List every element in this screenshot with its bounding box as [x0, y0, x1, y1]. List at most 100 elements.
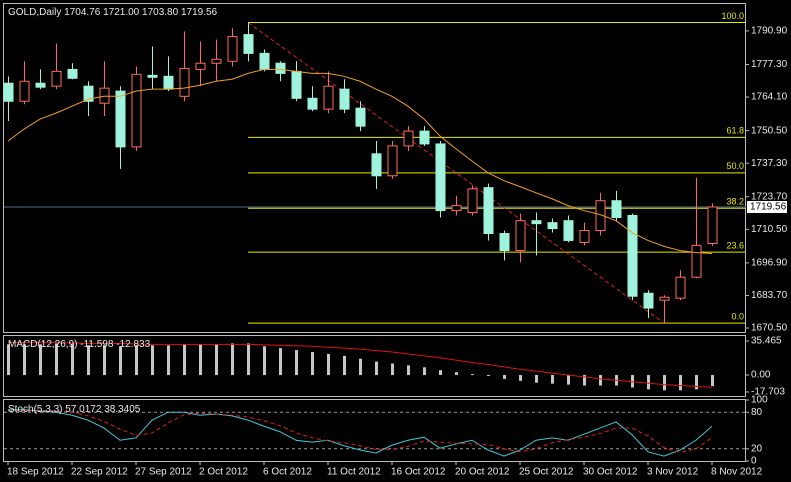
candle-body	[499, 233, 510, 252]
macd-main-value: -11.598	[80, 339, 114, 350]
y-tick-label: 1723.70	[751, 191, 788, 202]
header-open: 1704.76	[64, 7, 101, 18]
candle-body	[275, 62, 286, 74]
candle-body	[67, 68, 78, 79]
macd-bar	[519, 375, 522, 381]
fib-level-label: 50.0	[726, 161, 744, 171]
macd-panel-frame	[3, 335, 746, 397]
header-high: 1721.00	[103, 7, 140, 18]
macd-bar	[551, 375, 554, 384]
fib-level-label: 38.2	[726, 197, 744, 207]
candle-body	[307, 97, 318, 110]
candle-body	[339, 88, 350, 110]
macd-bar	[183, 344, 186, 376]
candle-body	[547, 222, 558, 230]
x-tick-label: 3 Nov 2012	[647, 467, 699, 478]
macd-header: MACD(12,26,9) -11.598 -12.833	[8, 339, 151, 350]
y-tick-label: 80	[751, 407, 763, 418]
macd-signal-value: -12.833	[116, 339, 150, 350]
y-tick-label: 1696.90	[751, 258, 788, 269]
fib-level-label: 61.8	[726, 126, 744, 136]
macd-bar	[567, 375, 570, 385]
x-tick-label: 18 Sep 2012	[7, 467, 64, 478]
x-tick-label: 6 Oct 2012	[263, 467, 312, 478]
candle-body	[19, 80, 30, 102]
macd-bar	[439, 370, 442, 376]
y-tick-label: 1710.50	[751, 224, 788, 235]
candle-body	[323, 85, 334, 110]
macd-bar	[327, 353, 330, 376]
macd-signal-line	[8, 341, 713, 388]
candle-body	[99, 87, 110, 104]
candle-body	[563, 220, 574, 241]
candle-body	[179, 67, 190, 97]
macd-bar	[359, 358, 362, 376]
candle-body	[115, 90, 126, 148]
macd-bar	[423, 367, 426, 376]
y-tick-label: 1777.30	[751, 59, 788, 70]
x-tick-label: 27 Sep 2012	[135, 467, 192, 478]
macd-bar	[311, 352, 314, 376]
candle-body	[195, 62, 206, 70]
x-tick-label: 16 Oct 2012	[391, 467, 446, 478]
fib-level-label: 0.0	[731, 311, 744, 321]
macd-bar	[503, 375, 506, 379]
candle-body	[595, 200, 606, 232]
fib-level-label: 23.6	[726, 241, 744, 251]
candle-body	[627, 215, 638, 297]
candle-body	[211, 58, 222, 64]
x-tick-label: 30 Oct 2012	[583, 467, 638, 478]
y-tick-label: 1790.90	[751, 26, 788, 37]
candle-body	[659, 296, 670, 301]
candle-body	[387, 145, 398, 177]
macd-bar	[455, 372, 458, 376]
macd-bar	[23, 344, 26, 376]
candle-body	[691, 244, 702, 278]
candle-body	[83, 85, 94, 102]
macd-bar	[391, 363, 394, 376]
fib-trend-line	[247, 22, 665, 324]
y-tick-label: 0.00	[751, 370, 771, 381]
moving-average	[7, 68, 713, 255]
macd-bar	[247, 343, 250, 376]
x-tick-label: 20 Oct 2012	[455, 467, 510, 478]
price-header: GOLD,Daily 1704.76 1721.00 1703.80 1719.…	[8, 7, 218, 18]
candle-body	[611, 200, 622, 218]
candle-body	[35, 82, 46, 88]
candle-body	[643, 292, 654, 309]
macd-bar	[215, 344, 218, 376]
macd-bar	[135, 345, 138, 376]
x-tick-label: 11 Oct 2012	[327, 467, 381, 478]
candle-body	[291, 70, 302, 99]
y-tick-label: 1764.10	[751, 92, 788, 103]
x-tick-label: 8 Nov 2012	[711, 467, 763, 478]
price-panel-frame	[3, 3, 746, 333]
candle-body	[371, 153, 382, 177]
stoch-header: Stoch(5,3,3) 57.0172 38.3405	[8, 404, 141, 415]
y-tick-label: -17.703	[751, 387, 785, 398]
candle-body	[243, 34, 254, 54]
fib-level-label: 100.0	[721, 11, 744, 21]
macd-bar	[71, 344, 74, 376]
candle-body	[51, 70, 62, 87]
stoch-signal-line	[7, 409, 713, 453]
macd-title: MACD(12,26,9)	[8, 339, 77, 350]
macd-bar	[599, 375, 602, 386]
candle-body	[3, 82, 14, 102]
header-close: 1719.56	[181, 7, 218, 18]
macd-bar	[231, 343, 234, 376]
macd-bar	[151, 345, 154, 376]
stoch-signal-value: 38.3405	[104, 404, 141, 415]
macd-bar	[55, 343, 58, 376]
candle-body	[675, 276, 686, 299]
macd-bar	[407, 365, 410, 376]
candle-body	[515, 220, 526, 252]
y-tick-label: 100	[751, 395, 768, 406]
y-tick-label: 1737.30	[751, 158, 788, 169]
macd-bar	[663, 375, 666, 391]
plot-area: 100.0 61.8 50.0 38.2 23.6 0.0	[3, 11, 746, 457]
macd-bar	[679, 375, 682, 391]
candle-body	[467, 188, 478, 214]
macd-bar	[279, 348, 282, 376]
macd-bar	[711, 375, 714, 387]
